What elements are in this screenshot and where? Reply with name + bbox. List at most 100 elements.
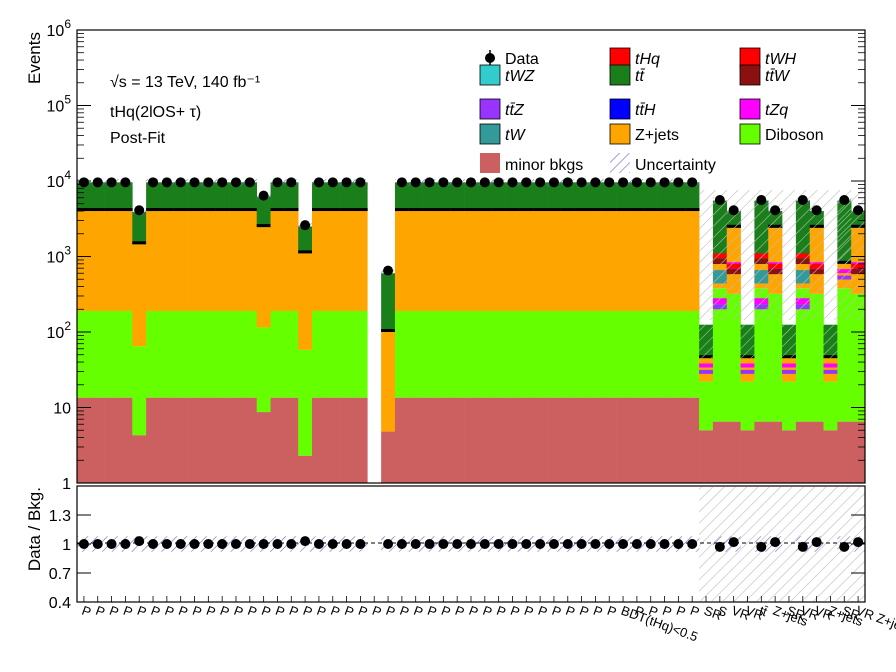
ratio-point (770, 537, 781, 548)
bar-boundary (685, 208, 700, 212)
bar-segment (284, 310, 299, 398)
x-tick-label: P (356, 603, 369, 620)
bar-segment (173, 397, 188, 483)
data-point (770, 205, 781, 216)
bar-boundary (201, 208, 216, 212)
bar-segment (671, 211, 686, 311)
bar-segment (408, 182, 423, 212)
bar-segment (298, 253, 313, 350)
ratio-point (493, 539, 504, 549)
data-point (313, 177, 324, 188)
x-tick-label: P (412, 603, 425, 620)
bar-boundary (519, 208, 534, 212)
data-point (189, 177, 200, 188)
bar-segment (436, 310, 451, 398)
bar-segment (505, 182, 520, 212)
data-point (548, 177, 559, 188)
ratio-tick-label: 1 (62, 537, 71, 554)
bar-segment (159, 310, 175, 398)
bar-segment (616, 182, 631, 212)
bar-segment (547, 211, 562, 311)
bar-segment (823, 381, 838, 431)
bar-segment (477, 397, 493, 483)
bar-boundary (339, 208, 354, 212)
data-point (535, 177, 546, 188)
legend-entry-ttz: tt̄Z (479, 98, 525, 120)
x-tick-label: P (426, 603, 439, 620)
data-point (244, 177, 255, 188)
data-point (78, 177, 89, 188)
bar-boundary (146, 208, 161, 212)
x-tick-label: P (301, 603, 314, 620)
ratio-point (92, 539, 103, 549)
bar-boundary (229, 208, 244, 212)
bar-segment (408, 397, 423, 483)
bar-segment (132, 346, 147, 436)
ratio-point (272, 539, 283, 549)
bar-segment (270, 211, 285, 311)
data-point (258, 190, 269, 201)
bar-segment (547, 397, 562, 483)
bar-segment (118, 310, 133, 398)
bar-segment (381, 332, 396, 432)
data-point (493, 177, 504, 188)
y-axis-label-bottom: Data / Bkg. (25, 487, 44, 571)
x-tick-label: P (135, 603, 148, 620)
bar-segment (187, 182, 202, 212)
bar-segment (464, 310, 479, 398)
legend-entry-thq: tHq (609, 47, 660, 69)
y-tick-label: 106 (47, 17, 72, 40)
legend-entry-ttw: tt̄W (739, 64, 791, 86)
bar-segment (187, 211, 202, 311)
bar-segment-ttz (740, 369, 755, 374)
data-point (230, 177, 241, 188)
ratio-point (562, 539, 573, 549)
ratio-point (853, 537, 864, 548)
bar-segment (436, 182, 451, 212)
ratio-point (756, 541, 767, 552)
ratio-point (631, 539, 642, 549)
bar-segment (215, 211, 230, 311)
bar-segment (629, 182, 645, 212)
bar-segment (754, 288, 769, 422)
bar-segment (146, 211, 161, 311)
ratio-point (313, 539, 324, 549)
bar-segment (118, 211, 133, 311)
bar-segment (256, 227, 271, 328)
ratio-point (258, 539, 269, 549)
ratio-point (797, 541, 808, 552)
data-point (521, 177, 532, 188)
ratio-point (396, 539, 407, 549)
bar-segment (256, 327, 271, 413)
bar-segment (547, 310, 562, 398)
data-point (507, 177, 518, 188)
data-point (687, 177, 698, 188)
x-tick-label: P (536, 603, 549, 620)
bar-segment (616, 310, 631, 398)
bar-segment (450, 211, 465, 311)
bar-segment (533, 182, 548, 212)
bar-segment (643, 211, 658, 311)
bar-segment (809, 293, 824, 422)
x-tick-label: P (218, 603, 231, 620)
data-point (424, 177, 435, 188)
top-axis-ticks: 1 10 102 103 104 105 106 (47, 17, 865, 493)
x-tick-label: P (149, 603, 162, 620)
bar-boundary (477, 208, 493, 212)
bar-segment (312, 310, 327, 398)
bar-boundary (574, 208, 589, 212)
bar-segment (491, 182, 506, 212)
bar-segment (90, 397, 105, 483)
x-tick-label: P (688, 603, 701, 620)
bar-segment (90, 211, 105, 311)
bar-segment (560, 211, 575, 311)
bar-segment (450, 397, 465, 483)
bar-segment (588, 211, 603, 311)
data-point (383, 265, 394, 276)
bar-segment (726, 421, 741, 483)
bar-segment (104, 211, 119, 311)
bar-boundary (436, 208, 451, 212)
ratio-tick-label: 0.7 (49, 566, 71, 583)
bar-segment (353, 397, 368, 483)
data-point (631, 177, 642, 188)
